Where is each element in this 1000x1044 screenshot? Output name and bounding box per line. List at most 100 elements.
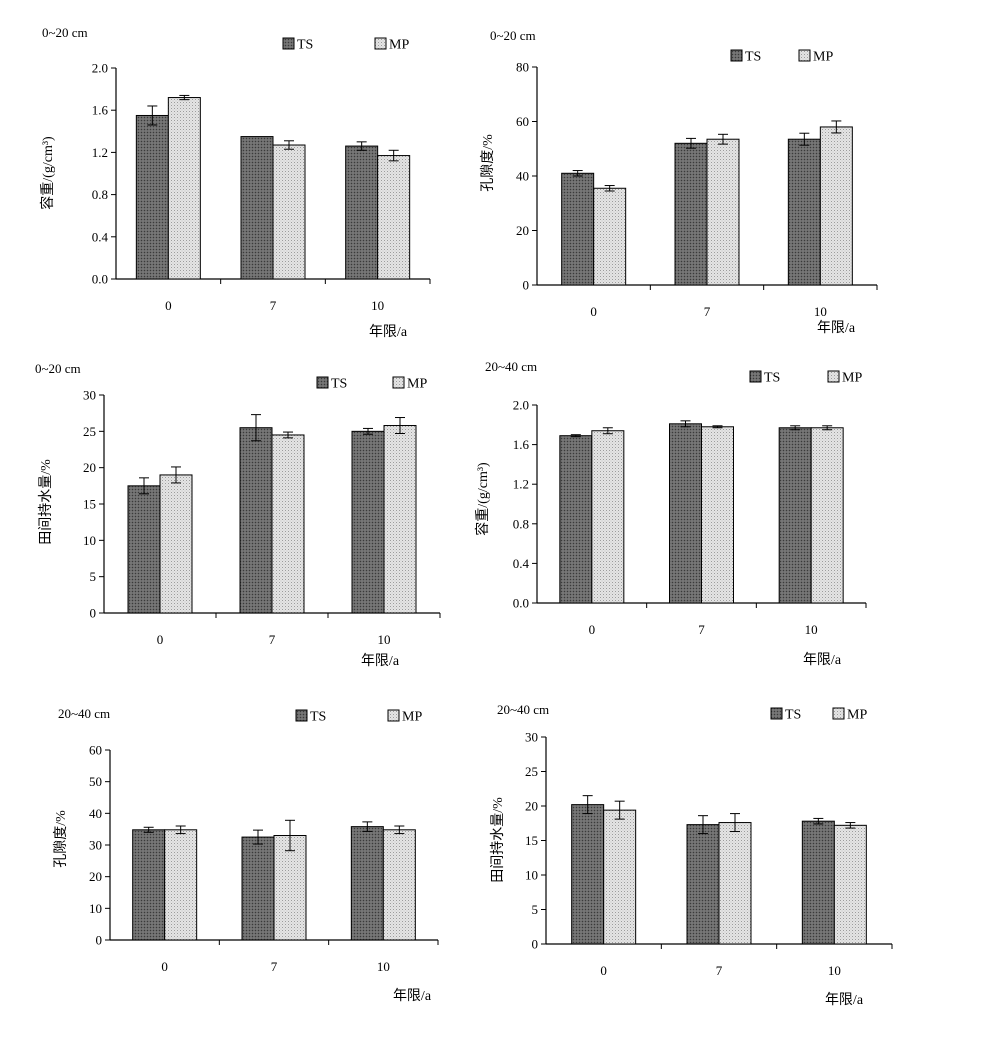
y-tick-label: 1.6	[513, 437, 530, 452]
bar-ts-7	[241, 836, 275, 941]
y-tick-label: 50	[89, 774, 102, 789]
y-axis-label: 田间持水量/%	[38, 459, 54, 545]
y-tick-label: 60	[89, 743, 102, 758]
x-tick-label: 0	[165, 298, 172, 313]
x-axis-label: 年限/a	[393, 988, 432, 1004]
legend-label-ts: TS	[331, 377, 347, 392]
bar-ts-0	[561, 172, 595, 286]
legend-swatch-ts	[316, 376, 329, 389]
y-tick-label: 15	[525, 833, 538, 848]
bar-ts-0	[127, 485, 161, 614]
bar-ts-7	[674, 142, 708, 286]
x-tick-label: 10	[371, 298, 384, 313]
x-axis-label: 年限/a	[361, 653, 400, 669]
bar-ts-10	[351, 430, 385, 614]
bar-ts-10	[778, 427, 812, 604]
bar-mp-0	[603, 809, 637, 945]
chart-panel-6: 20~40 cm 0 5 10 15 20 25 30 0 7 10 年限/a 田间持水量/% TS MP	[490, 702, 893, 1008]
legend-swatch-mp	[827, 370, 840, 383]
y-axis-label: 容重/(g/cm³)	[39, 136, 56, 210]
legend-label-mp: MP	[847, 708, 867, 723]
depth-label: 0~20 cm	[490, 28, 536, 43]
bar-ts-0	[571, 804, 605, 945]
legend-swatch-mp	[392, 376, 405, 389]
legend-label-ts: TS	[785, 708, 801, 723]
y-tick-label: 0.4	[92, 229, 109, 244]
x-tick-label: 10	[805, 622, 818, 637]
bar-ts-7	[686, 824, 720, 945]
y-tick-label: 0.8	[92, 187, 108, 202]
legend-label-mp: MP	[407, 377, 427, 392]
legend-swatch-mp	[798, 49, 811, 62]
legend-swatch-ts	[770, 707, 783, 720]
y-tick-label: 60	[516, 114, 529, 129]
y-axis-label: 孔隙度/%	[53, 810, 69, 868]
y-tick-label: 25	[83, 424, 96, 439]
bar-mp-0	[164, 829, 198, 941]
chart-panel-3: 0~20 cm 0 5 10 15 20 25 30 0 7 10 年限/a 田间持水量/% TS MP	[35, 361, 441, 669]
bar-mp-7	[272, 144, 306, 280]
x-tick-label: 10	[828, 963, 841, 978]
x-tick-label: 0	[161, 959, 168, 974]
y-tick-label: 2.0	[513, 398, 529, 413]
x-axis-label: 年限/a	[803, 652, 842, 668]
x-tick-label: 7	[704, 304, 711, 319]
legend-label-ts: TS	[297, 38, 313, 53]
y-tick-label: 0.8	[513, 516, 529, 531]
y-tick-label: 0	[523, 278, 530, 293]
bar-ts-7	[669, 423, 702, 604]
bar-mp-7	[718, 822, 752, 945]
depth-label: 0~20 cm	[42, 25, 88, 40]
bar-mp-7	[271, 434, 305, 614]
legend-label-mp: MP	[402, 710, 422, 725]
legend-swatch-ts	[730, 49, 743, 62]
bar-ts-0	[132, 829, 166, 941]
bar-mp-10	[819, 126, 853, 286]
y-tick-label: 1.2	[92, 145, 108, 160]
x-tick-label: 7	[269, 632, 276, 647]
y-tick-label: 10	[83, 533, 96, 548]
legend-swatch-mp	[387, 709, 400, 722]
legend-swatch-mp	[374, 37, 387, 50]
x-axis-label: 年限/a	[369, 324, 408, 340]
y-tick-label: 80	[516, 60, 529, 75]
legend-label-ts: TS	[764, 371, 780, 386]
bar-mp-0	[159, 474, 193, 614]
y-tick-label: 20	[83, 460, 96, 475]
y-tick-label: 10	[525, 868, 538, 883]
y-tick-label: 30	[89, 838, 102, 853]
depth-label: 20~40 cm	[497, 702, 549, 717]
bar-ts-10	[345, 145, 379, 280]
y-tick-label: 25	[525, 764, 538, 779]
bar-ts-0	[559, 435, 593, 604]
x-tick-label: 0	[157, 632, 164, 647]
depth-label: 0~20 cm	[35, 361, 81, 376]
legend-swatch-ts	[295, 709, 308, 722]
x-tick-label: 0	[590, 304, 597, 319]
bar-mp-0	[593, 187, 627, 286]
x-tick-label: 10	[377, 959, 390, 974]
y-tick-label: 5	[90, 569, 97, 584]
x-tick-label: 7	[270, 298, 277, 313]
bar-mp-0	[591, 430, 625, 604]
x-tick-label: 10	[814, 304, 827, 319]
y-tick-label: 20	[516, 223, 529, 238]
depth-label: 20~40 cm	[485, 359, 537, 374]
bar-mp-0	[167, 97, 201, 280]
y-tick-label: 5	[532, 902, 539, 917]
x-axis-label: 年限/a	[825, 992, 864, 1008]
x-tick-label: 0	[589, 622, 596, 637]
y-tick-label: 40	[89, 806, 102, 821]
y-tick-label: 20	[89, 869, 102, 884]
bar-ts-0	[135, 114, 169, 280]
bar-mp-10	[377, 155, 411, 280]
bar-ts-7	[239, 427, 273, 614]
y-tick-label: 0.0	[92, 272, 108, 287]
y-tick-label: 1.2	[513, 477, 529, 492]
y-tick-label: 0.0	[513, 596, 529, 611]
y-axis-label: 田间持水量/%	[490, 797, 506, 883]
legend-label-ts: TS	[310, 710, 326, 725]
bar-mp-7	[706, 138, 740, 286]
